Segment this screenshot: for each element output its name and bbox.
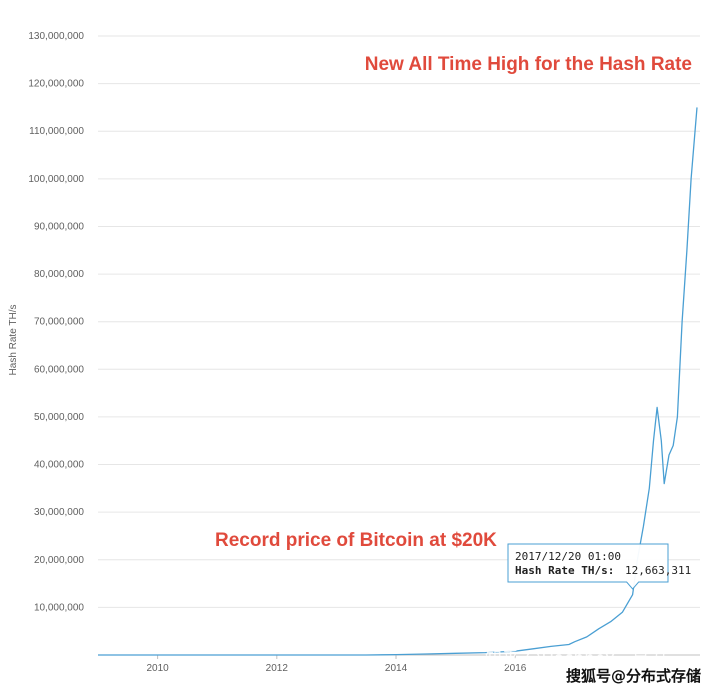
annotation-record-price: Record price of Bitcoin at $20K [215, 530, 497, 551]
y-axis-label: Hash Rate TH/s [8, 305, 19, 376]
x-tick-label: 2010 [146, 663, 169, 674]
y-tick-label: 20,000,000 [34, 555, 84, 566]
y-tick-label: 30,000,000 [34, 507, 84, 518]
tooltip-box [507, 543, 669, 590]
y-tick-label: 90,000,000 [34, 221, 84, 232]
y-tick-label: 130,000,000 [28, 31, 84, 42]
y-tick-label: 40,000,000 [34, 460, 84, 471]
tooltip-date: 2017/12/20 01:00 [515, 550, 621, 563]
y-axis-ticks: 10,000,000 20,000,000 30,000,000 40,000,000… [28, 31, 84, 613]
annotation-all-time-high: New All Time High for the Hash Rate [365, 54, 692, 75]
tooltip-label: Hash Rate TH/s: [515, 564, 614, 577]
y-tick-label: 80,000,000 [34, 269, 84, 280]
y-tick-label: 110,000,000 [29, 126, 84, 137]
x-tick-label: 2014 [385, 663, 408, 674]
hash-rate-series-line [98, 107, 698, 656]
watermark-sohu: 搜狐号@分布式存储 [566, 667, 701, 685]
y-tick-label: 50,000,000 [34, 412, 84, 423]
grid-lines [98, 35, 700, 608]
y-tick-label: 10,000,000 [34, 602, 84, 613]
tooltip: 2017/12/20 01:00 Hash Rate TH/s: 12,663,… [507, 543, 691, 590]
tooltip-value: 12,663,311 [625, 564, 691, 577]
y-tick-label: 60,000,000 [34, 364, 84, 375]
tooltip-value-line: Hash Rate TH/s: 12,663,311 [515, 564, 691, 577]
y-tick-label: 100,000,000 [28, 174, 84, 185]
x-tick-label: 2016 [504, 663, 527, 674]
watermark-zhihu: 知乎 @Hashbox云算力 [485, 649, 666, 669]
y-tick-label: 70,000,000 [34, 317, 84, 328]
x-tick-label: 2012 [266, 663, 289, 674]
x-axis-ticks: 2010 2012 2014 2016 [146, 655, 527, 674]
y-tick-label: 120,000,000 [28, 79, 84, 90]
